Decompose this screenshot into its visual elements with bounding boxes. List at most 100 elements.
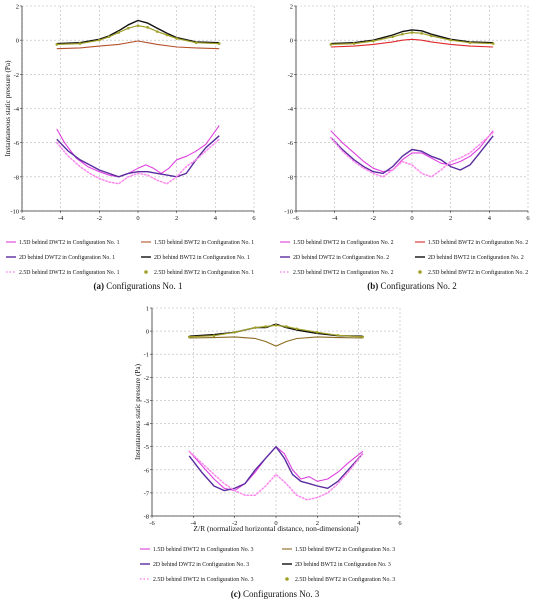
series-line bbox=[189, 336, 363, 347]
x-tick-label: 6 bbox=[398, 520, 402, 527]
y-tick-label: 0 bbox=[290, 38, 293, 45]
legend-label: 1.5D behind BWT2 in Configuration No. 1 bbox=[154, 239, 254, 246]
x-tick-label: 2 bbox=[175, 215, 178, 222]
series-line bbox=[330, 29, 494, 45]
data-point bbox=[285, 325, 288, 328]
data-point bbox=[491, 42, 495, 45]
series-line bbox=[330, 135, 494, 175]
x-tick-label: 6 bbox=[526, 215, 530, 222]
legend-marker bbox=[144, 270, 148, 274]
x-tick-label: 2 bbox=[316, 520, 319, 527]
series-line bbox=[330, 131, 494, 178]
y-tick-label: 1 bbox=[146, 306, 149, 313]
y-tick-label: -8 bbox=[288, 174, 293, 181]
legend-label: 1.5D behind DWT2 in Configuration No. 1 bbox=[19, 239, 120, 246]
data-point bbox=[175, 37, 178, 40]
y-tick-label: 2 bbox=[16, 4, 19, 11]
series-line bbox=[188, 450, 364, 501]
data-point bbox=[468, 41, 472, 45]
caption-label: (c) bbox=[231, 589, 241, 599]
y-tick-label: -2 bbox=[288, 72, 293, 79]
data-point bbox=[430, 34, 433, 38]
y-tick-label: -6 bbox=[288, 140, 294, 147]
y-tick-label: -6 bbox=[14, 140, 20, 147]
y-tick-label: -4 bbox=[288, 106, 294, 113]
data-point bbox=[78, 42, 82, 45]
x-tick-label: -4 bbox=[191, 520, 197, 527]
legend-label: 2D behind BWT2 in Configuration No. 3 bbox=[295, 561, 391, 568]
x-tick-label: 4 bbox=[214, 215, 218, 222]
legend-label: 2D behind BWT2 in Configuration No. 2 bbox=[428, 254, 524, 261]
legend-marker bbox=[418, 270, 422, 274]
panel-b: -10 -8 -6 -4 -2 0 2 -6 -4 -2 0 2 4 6 1.5D behind DWT2 … bbox=[280, 4, 530, 291]
caption-label: (a) bbox=[94, 281, 105, 291]
x-tick-label: 0 bbox=[136, 215, 139, 222]
x-tick-label: 4 bbox=[357, 520, 361, 527]
data-point bbox=[165, 33, 169, 37]
data-point bbox=[156, 30, 159, 33]
data-point bbox=[55, 43, 59, 46]
y-axis-label: Instantaneous static pressure (Pa) bbox=[134, 363, 142, 460]
legend-marker bbox=[285, 577, 289, 581]
panel-caption: (b) Configurations No. 2 bbox=[367, 281, 457, 291]
legend-label: 2.5D behind DWT2 in Configuration No. 1 bbox=[19, 269, 120, 276]
panel-a: -10 -8 -6 -4 -2 0 2 -6 -4 -2 0 2 4 6 Instantaneous sta… bbox=[4, 4, 256, 292]
legend-label: 2.5D behind BWT2 in Configuration No. 3 bbox=[295, 576, 395, 583]
x-tick-label: 4 bbox=[488, 215, 492, 222]
x-tick-label: -2 bbox=[97, 215, 102, 222]
data-point bbox=[295, 327, 298, 331]
x-tick-label: 2 bbox=[449, 215, 452, 222]
series-line bbox=[56, 125, 220, 178]
caption-text: Configurations No. 2 bbox=[378, 281, 457, 291]
data-point bbox=[449, 38, 452, 42]
data-point bbox=[107, 35, 111, 39]
data-point bbox=[98, 38, 101, 42]
x-tick-label: -6 bbox=[19, 215, 25, 222]
y-tick-label: -3 bbox=[144, 398, 149, 405]
data-point bbox=[146, 26, 149, 29]
legend-label: 1.5D behind DWT2 in Configuration No. 3 bbox=[153, 546, 254, 553]
x-tick-label: 0 bbox=[410, 215, 413, 222]
y-tick-label: -8 bbox=[144, 514, 149, 521]
data-point bbox=[391, 35, 394, 39]
legend-label: 2.5D behind BWT2 in Configuration No. 2 bbox=[428, 269, 528, 276]
y-tick-label: -8 bbox=[14, 174, 19, 181]
series-line bbox=[56, 138, 220, 185]
legend-label: 2.5D behind BWT2 in Configuration No. 1 bbox=[154, 269, 254, 276]
y-tick-label: 2 bbox=[290, 4, 293, 11]
caption-text: Configurations No. 1 bbox=[104, 281, 183, 291]
y-tick-label: -1 bbox=[144, 352, 149, 359]
series-line bbox=[330, 130, 494, 173]
x-tick-label: -2 bbox=[371, 215, 376, 222]
series-line bbox=[188, 446, 364, 492]
y-tick-label: -10 bbox=[284, 209, 293, 216]
data-point bbox=[233, 330, 236, 334]
legend-label: 2D behind DWT2 in Configuration No. 3 bbox=[153, 561, 249, 568]
y-tick-label: 0 bbox=[146, 329, 149, 336]
y-tick-label: -7 bbox=[144, 490, 150, 497]
data-point bbox=[194, 41, 198, 45]
data-point bbox=[372, 39, 375, 43]
y-tick-label: -2 bbox=[14, 72, 19, 79]
legend-label: 2D behind DWT2 in Configuration No. 2 bbox=[293, 254, 389, 261]
x-tick-label: 0 bbox=[274, 520, 277, 527]
data-point bbox=[316, 330, 319, 334]
y-tick-label: 0 bbox=[16, 38, 19, 45]
data-point bbox=[254, 326, 257, 329]
panel-caption: (c) Configurations No. 3 bbox=[231, 589, 320, 599]
y-tick-label: -10 bbox=[10, 209, 19, 216]
legend-label: 2.5D behind DWT2 in Configuration No. 3 bbox=[153, 576, 254, 583]
data-point bbox=[329, 43, 333, 46]
series-line bbox=[188, 446, 364, 492]
x-tick-label: -6 bbox=[293, 215, 299, 222]
series-line bbox=[56, 135, 220, 178]
series-line bbox=[330, 38, 494, 48]
data-point bbox=[264, 325, 267, 328]
data-point bbox=[336, 333, 340, 337]
x-tick-label: -4 bbox=[332, 215, 338, 222]
data-point bbox=[136, 24, 140, 27]
data-point bbox=[401, 32, 404, 36]
data-point bbox=[361, 335, 365, 339]
y-tick-label: -4 bbox=[144, 421, 150, 428]
